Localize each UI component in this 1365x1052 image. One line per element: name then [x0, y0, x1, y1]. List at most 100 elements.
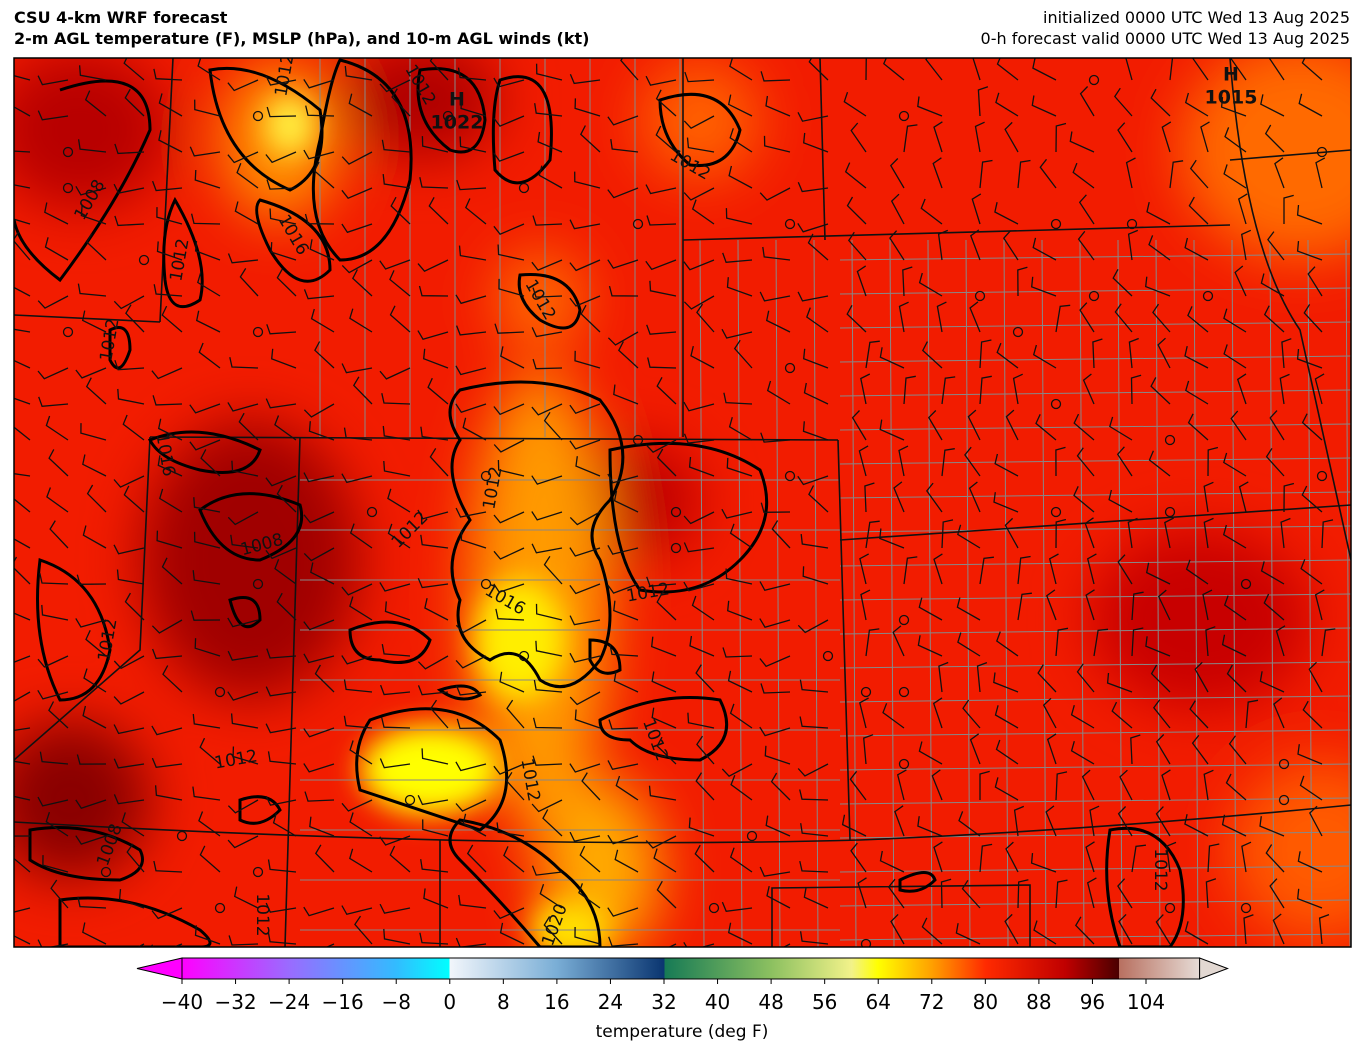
wind-barb: [1314, 373, 1325, 405]
wind-barb: [274, 415, 297, 441]
wind-barb: [607, 187, 639, 199]
wind-barb: [455, 685, 487, 696]
wind-barb: [37, 75, 69, 86]
wind-barb: [430, 699, 449, 729]
wind-barb: [857, 877, 867, 909]
wind-barb: [1046, 589, 1057, 621]
wind-barb: [535, 63, 563, 81]
wind-barb: [161, 305, 183, 333]
wind-barb: [613, 600, 639, 621]
calm-wind: [518, 182, 530, 194]
wind-barb: [265, 475, 297, 487]
wind-barb: [1131, 591, 1144, 621]
wind-barb: [1203, 481, 1214, 513]
wind-barb: [938, 661, 949, 693]
wind-barb: [456, 179, 487, 191]
calm-wind: [1164, 902, 1176, 914]
wind-barb: [539, 883, 563, 909]
wind-barb: [198, 811, 221, 837]
wind-barb: [1048, 553, 1059, 585]
wind-barb: [113, 475, 145, 488]
wind-barb: [1274, 157, 1285, 189]
wind-barb: [1221, 634, 1247, 657]
wind-barb: [272, 813, 297, 837]
wind-barb: [765, 815, 791, 837]
wind-barb: [1017, 555, 1031, 585]
wind-barb: [689, 635, 715, 657]
wind-barb: [645, 259, 677, 271]
wind-barb: [76, 754, 107, 765]
colorbar-tick-label: 96: [1080, 990, 1105, 1014]
wind-barb: [620, 58, 639, 81]
wind-barb: [1223, 344, 1247, 369]
wind-barb: [1205, 626, 1216, 657]
wind-barb: [381, 643, 411, 657]
wind-barb: [37, 689, 69, 700]
wind-barb: [38, 396, 69, 407]
wind-barb: [162, 665, 183, 693]
wind-barb: [227, 151, 259, 164]
wind-barb: [309, 816, 335, 837]
wind-barb: [569, 547, 601, 557]
wind-barb: [1002, 230, 1019, 261]
wind-barb: [1207, 843, 1220, 873]
wind-barb: [532, 358, 563, 370]
wind-barb: [503, 846, 525, 873]
wind-barb: [979, 375, 992, 405]
wind-barb: [1220, 97, 1247, 117]
wind-barb: [124, 592, 145, 621]
wind-barb: [1033, 920, 1057, 945]
wind-barb: [841, 814, 867, 837]
wind-barb: [303, 653, 335, 664]
calm-wind: [480, 470, 492, 482]
wind-barb: [729, 128, 753, 153]
wind-barb: [82, 525, 107, 549]
colorbar-tick-label: 48: [758, 990, 783, 1014]
wind-barb: [1081, 769, 1095, 801]
wind-barb: [581, 772, 601, 801]
wind-barb: [341, 223, 373, 234]
wind-barb: [86, 233, 107, 261]
wind-barb: [889, 158, 905, 189]
wind-barb: [265, 75, 297, 86]
wind-barb: [46, 487, 69, 513]
wind-barb: [1082, 373, 1095, 405]
wind-barb: [151, 757, 183, 769]
wind-barb: [1202, 589, 1213, 621]
wind-barb: [113, 691, 145, 705]
wind-barb: [531, 799, 563, 813]
wind-barb: [459, 136, 487, 153]
wind-barb: [727, 922, 753, 945]
wind-barb: [859, 553, 870, 585]
high-pressure-value: 1022: [431, 112, 484, 134]
wind-barb: [192, 713, 221, 729]
wind-barb: [419, 932, 449, 945]
wind-barb: [497, 459, 525, 477]
wind-barb: [351, 269, 373, 297]
wind-barb: [421, 136, 449, 153]
wind-barb: [271, 348, 297, 369]
colorbar-high-extend: [1199, 957, 1229, 980]
wind-barb: [389, 270, 411, 297]
wind-barb: [1039, 158, 1057, 189]
wind-barb: [691, 595, 715, 621]
wind-barb: [493, 511, 525, 524]
wind-barb: [379, 582, 411, 592]
wind-barb: [265, 795, 297, 806]
wind-barb: [455, 937, 487, 947]
wind-barb: [721, 328, 753, 339]
wind-barb: [197, 272, 221, 297]
wind-barb: [802, 421, 829, 441]
wind-barb: [420, 426, 449, 441]
wind-barb: [726, 277, 753, 297]
wind-barb: [1073, 413, 1095, 441]
wind-barb: [1013, 805, 1025, 837]
wind-barb: [153, 284, 183, 297]
wind-barb: [114, 143, 145, 155]
wind-barb: [729, 703, 753, 729]
wind-barb: [14, 328, 31, 333]
wind-barb: [957, 632, 981, 657]
wind-barb: [972, 58, 981, 81]
wind-barb: [84, 90, 107, 117]
wind-barb: [1148, 235, 1171, 261]
